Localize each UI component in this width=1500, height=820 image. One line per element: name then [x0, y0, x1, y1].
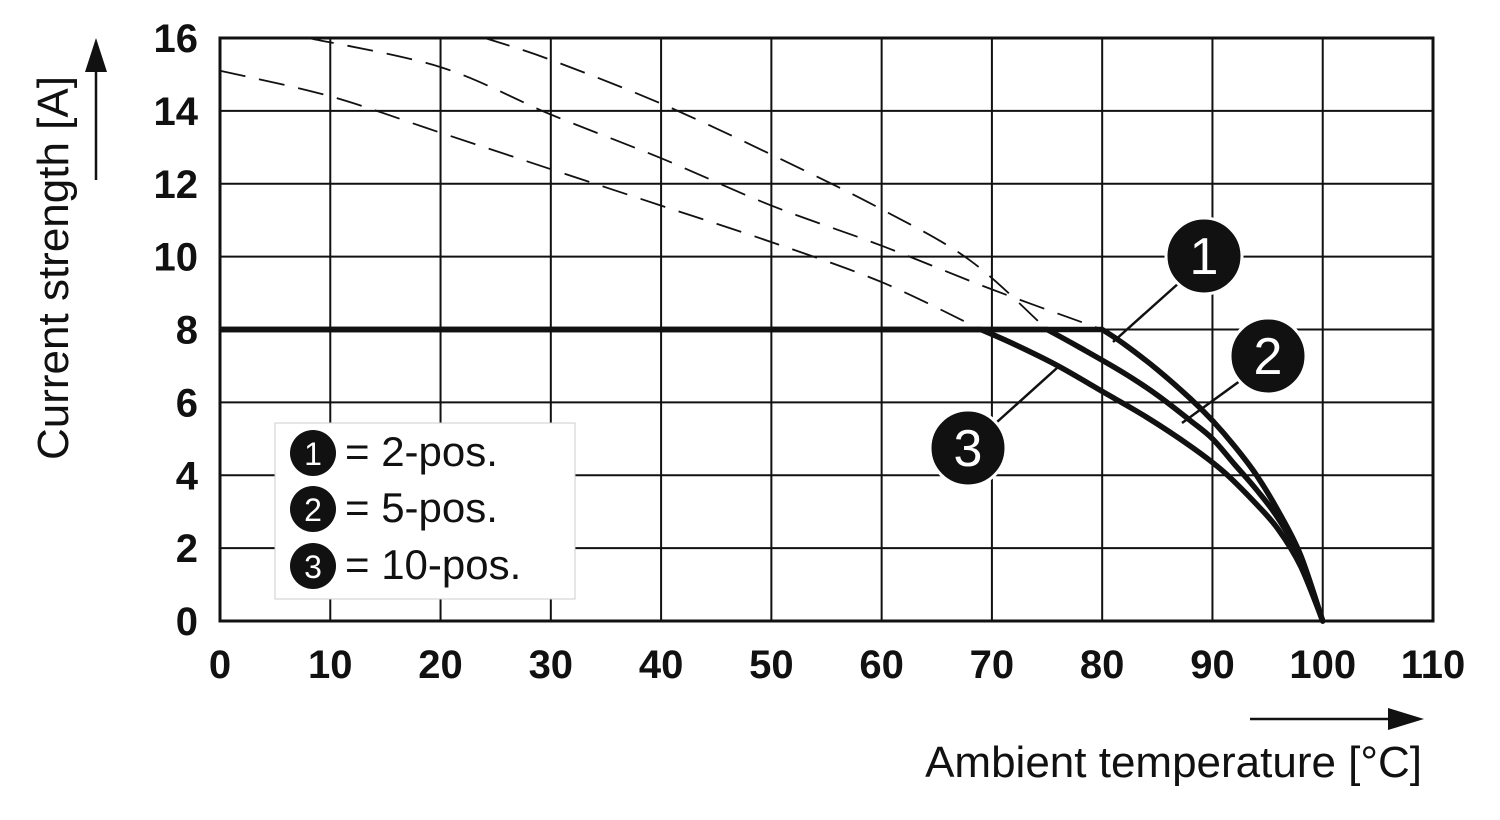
curves [220, 326, 1326, 624]
x-tick-label-70: 70 [970, 643, 1015, 687]
x-axis-title-group: Ambient temperature [°C] [925, 708, 1424, 787]
callout-label-2: 2 [1254, 328, 1283, 386]
x-tick-label-100: 100 [1289, 643, 1356, 687]
legend: 1 = 2-pos. 2 = 5-pos. 3 = 10-pos. [274, 422, 576, 600]
legend-item-2: 2 = 5-pos. [290, 484, 498, 532]
x-tick-label-40: 40 [639, 643, 684, 687]
y-tick-label-4: 4 [176, 454, 199, 498]
legend-badge-3 [290, 543, 336, 589]
plot-frame [218, 36, 1435, 623]
x-axis-arrow-icon [1388, 708, 1424, 730]
legend-item-1: 1 = 2-pos. [290, 428, 498, 476]
y-tick-label-2: 2 [176, 527, 198, 571]
series-3-dashed-extension [219, 69, 982, 331]
callout-badge-1 [1164, 216, 1244, 296]
legend-label-1: = 2-pos. [345, 428, 498, 475]
x-tick-label-20: 20 [418, 643, 463, 687]
series-2-dashed-extension [484, 37, 1048, 331]
series-1-dashed-extension [308, 37, 1103, 331]
y-tick-label-0: 0 [176, 600, 198, 644]
series-3-derating-curve [978, 326, 1326, 624]
x-tick-label-10: 10 [308, 643, 353, 687]
callout-label-1: 1 [1190, 228, 1219, 286]
callout-leader-3 [996, 367, 1058, 423]
dashed-extensions [219, 37, 1103, 331]
y-axis-arrow-icon [85, 38, 107, 72]
callout-badge-3 [928, 408, 1008, 488]
legend-item-3: 3 = 10-pos. [290, 541, 521, 589]
x-axis-title: Ambient temperature [°C] [925, 738, 1422, 787]
x-tick-label-60: 60 [859, 643, 904, 687]
legend-badge-label-1: 1 [304, 436, 322, 472]
legend-badge-label-2: 2 [304, 492, 322, 528]
y-axis-title-group: Current strength [A] [29, 38, 107, 460]
legend-label-3: = 10-pos. [345, 541, 521, 588]
callout-2: 2 [1181, 316, 1308, 425]
x-tick-label-0: 0 [209, 643, 231, 687]
y-tick-label-10: 10 [154, 236, 199, 280]
legend-badge-label-3: 3 [304, 549, 322, 585]
y-axis-title: Current strength [A] [29, 76, 78, 460]
y-tick-label-12: 12 [154, 163, 199, 207]
x-tick-label-90: 90 [1190, 643, 1235, 687]
x-tick-label-80: 80 [1080, 643, 1125, 687]
callouts: 1 2 3 [928, 216, 1308, 488]
y-tick-label-16: 16 [154, 17, 199, 61]
legend-badge-2 [290, 486, 336, 532]
x-tick-label-30: 30 [529, 643, 574, 687]
y-tick-label-8: 8 [176, 309, 198, 353]
callout-1: 1 [1112, 216, 1244, 343]
callout-leader-1 [1112, 281, 1181, 343]
callout-badge-2 [1228, 316, 1308, 396]
y-tick-label-14: 14 [154, 90, 199, 134]
y-tick-label-6: 6 [176, 381, 198, 425]
x-tick-label-50: 50 [749, 643, 794, 687]
callout-leader-2 [1181, 376, 1245, 425]
legend-label-2: = 5-pos. [345, 484, 498, 531]
plot-border [218, 36, 1435, 623]
series-2-derating-curve [1044, 326, 1326, 624]
x-tick-label-110: 110 [1401, 643, 1466, 687]
legend-badge-1 [290, 430, 336, 476]
callout-3: 3 [928, 367, 1058, 488]
callout-label-3: 3 [954, 420, 983, 478]
